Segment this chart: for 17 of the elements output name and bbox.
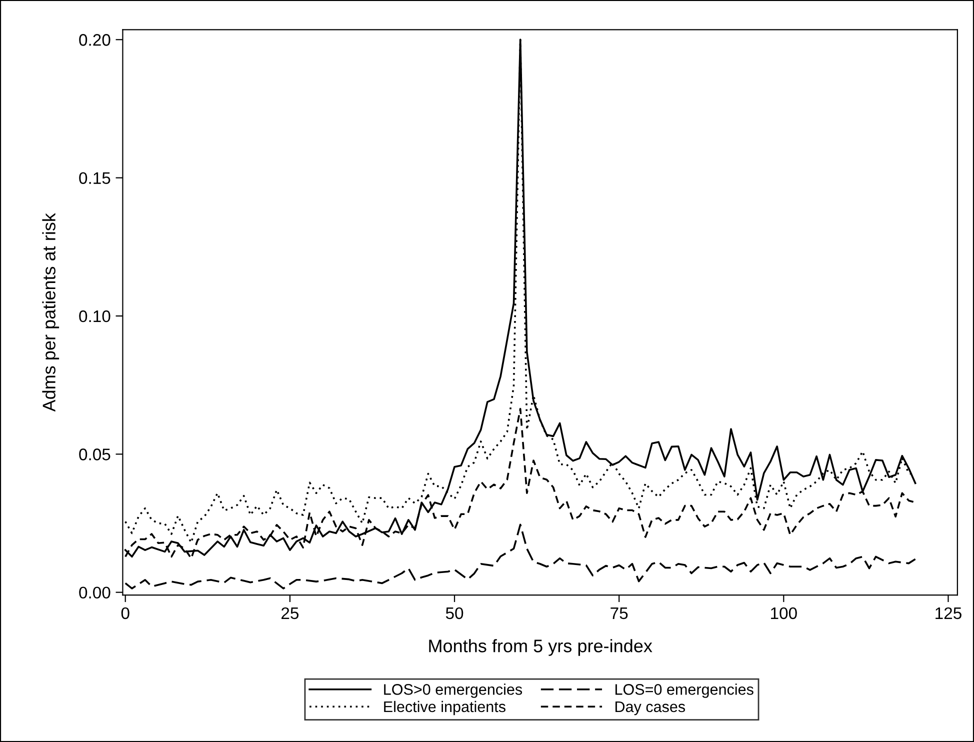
x-axis-title: Months from 5 yrs pre-index <box>429 639 652 656</box>
legend-label: Elective inpatients <box>384 700 506 716</box>
y-tick-label: 0.00 <box>79 586 110 599</box>
legend-label: LOS=0 emergencies <box>615 684 754 698</box>
x-tick-label: 0 <box>121 607 130 620</box>
y-axis-title: Adms per patients at risk <box>42 213 60 412</box>
legend-label: LOS>0 emergencies <box>384 684 522 698</box>
x-tick-label: 50 <box>446 607 464 620</box>
x-tick-label: 75 <box>610 608 628 620</box>
y-tick-label: 0.10 <box>79 310 110 322</box>
y-tick-label: 0.05 <box>79 448 110 460</box>
y-tick-label: 0.15 <box>79 172 110 184</box>
y-tick-label: 0.20 <box>79 34 110 46</box>
x-tick-label: 100 <box>771 607 797 620</box>
legend-label: Day cases <box>615 701 686 716</box>
x-tick-label: 125 <box>936 607 962 620</box>
x-tick-label: 25 <box>282 607 298 620</box>
